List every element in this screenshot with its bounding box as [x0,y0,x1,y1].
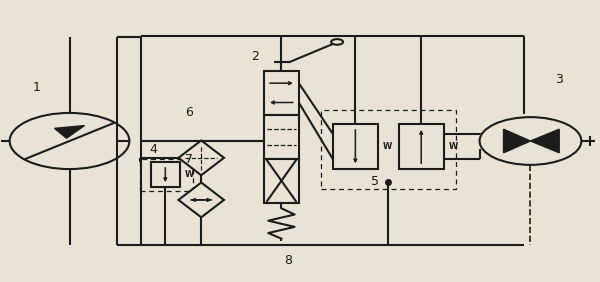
Polygon shape [178,140,224,175]
Text: 3: 3 [554,73,563,86]
Polygon shape [178,182,224,217]
Text: 5: 5 [371,175,379,188]
Polygon shape [530,129,559,153]
Text: W: W [383,142,392,151]
FancyBboxPatch shape [333,124,378,169]
FancyBboxPatch shape [151,162,179,187]
Text: 4: 4 [149,143,157,156]
FancyBboxPatch shape [264,71,299,115]
FancyBboxPatch shape [399,124,443,169]
Text: 8: 8 [284,254,292,267]
Text: 6: 6 [185,106,193,120]
Polygon shape [55,125,85,138]
FancyBboxPatch shape [264,159,299,203]
Polygon shape [503,129,530,153]
Text: 2: 2 [251,50,259,63]
FancyBboxPatch shape [264,115,299,159]
Text: W: W [448,142,458,151]
Text: 7: 7 [185,153,193,166]
Text: 1: 1 [32,81,41,94]
Text: W: W [184,170,194,179]
